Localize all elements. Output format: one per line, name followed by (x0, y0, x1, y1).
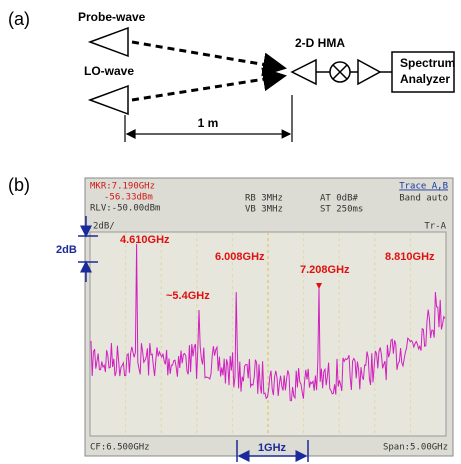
rbw: RB 3MHz (245, 194, 283, 204)
panel-label: (a) (8, 9, 30, 29)
sweep-time: ST 250ms (320, 205, 363, 215)
span: Span:5.00GHz (383, 443, 448, 453)
peak-label: 7.208GHz (300, 264, 350, 276)
attenuation: AT 0dB# (320, 194, 359, 204)
beam (131, 40, 287, 102)
scale: 2dB/ (93, 222, 115, 232)
peak-label: 6.008GHz (215, 251, 265, 263)
vbw: VB 3MHz (245, 205, 283, 215)
peak-label: 4.610GHz (120, 234, 170, 246)
scale-bar (78, 216, 309, 462)
grid (125, 232, 411, 436)
trace-label: Trace A,B (399, 182, 448, 192)
dimension (124, 95, 293, 142)
hma-label: 2-D HMA (295, 36, 345, 50)
marker-level: -56.33dBm (104, 193, 153, 203)
center-freq: CF:6.500GHz (90, 443, 150, 453)
horn (87, 26, 455, 116)
analyzer-label: Analyzer (400, 72, 450, 86)
band: Band auto (399, 194, 448, 204)
peak-label: ~5.4GHz (166, 290, 210, 302)
ref-level: RLV:-50.00dBm (90, 204, 160, 214)
lo-label: LO-wave (84, 64, 134, 78)
scale-bar-label: 2dB (56, 244, 77, 256)
marker-freq: MKR:7.190GHz (90, 182, 155, 192)
freq-bar-label: 1GHz (258, 442, 287, 454)
distance-label: 1 m (198, 116, 219, 130)
analyzer-label: Spectrum (400, 56, 455, 70)
peak-label: 8.810GHz (385, 251, 435, 263)
marker (316, 283, 322, 289)
spectrum-trace (90, 243, 446, 402)
probe-label: Probe-wave (78, 10, 146, 24)
panel-label: (b) (8, 175, 30, 195)
trace-mode: Tr-A (424, 222, 446, 232)
